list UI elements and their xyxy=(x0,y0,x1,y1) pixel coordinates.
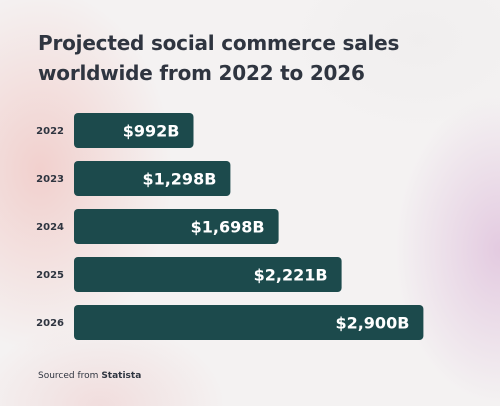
source-note: Sourced from Statista xyxy=(38,371,141,381)
category-label-2025: 2025 xyxy=(36,270,64,281)
chart-title: Projected social commerce sales worldwid… xyxy=(38,31,400,85)
category-label-2023: 2023 xyxy=(36,174,64,185)
source-name: Statista xyxy=(101,371,142,381)
data-label-2026: $2,900B xyxy=(335,314,409,333)
bar-2026 xyxy=(74,305,424,340)
bar-2025 xyxy=(74,257,342,292)
category-label-2022: 2022 xyxy=(36,126,64,137)
data-label-2022: $992B xyxy=(123,122,180,141)
bar-2024 xyxy=(74,209,279,244)
data-label-2024: $1,698B xyxy=(191,218,265,237)
bar-2023 xyxy=(74,161,231,196)
data-label-2023: $1,298B xyxy=(142,170,216,189)
category-label-2026: 2026 xyxy=(36,318,64,329)
bar-2022 xyxy=(74,113,194,148)
data-label-2025: $2,221B xyxy=(254,266,328,285)
source-prefix: Sourced from xyxy=(38,371,99,381)
category-label-2024: 2024 xyxy=(36,222,64,233)
